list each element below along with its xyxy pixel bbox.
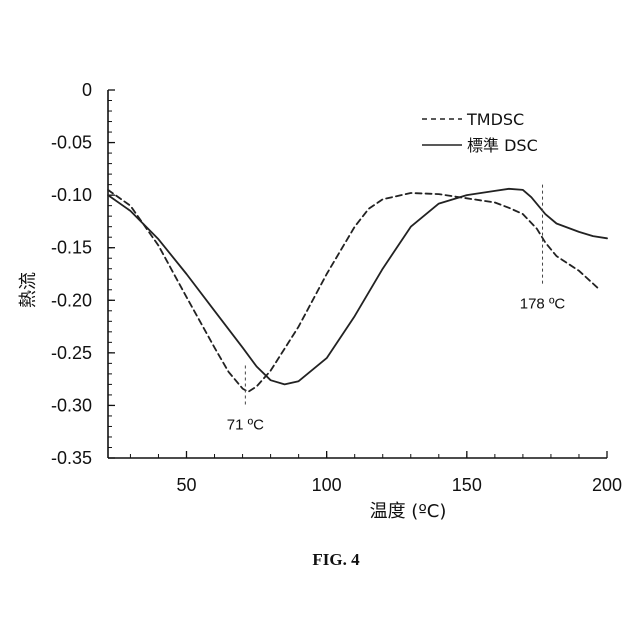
series-line-tmdsc xyxy=(108,190,599,392)
y-tick-label: -0.20 xyxy=(51,290,92,310)
x-tick-label: 100 xyxy=(312,475,342,495)
y-tick-label: -0.25 xyxy=(51,343,92,363)
x-tick-label: 150 xyxy=(452,475,482,495)
legend: TMDSC 標準 DSC xyxy=(422,110,538,155)
series-lines xyxy=(108,189,607,392)
y-tick-label: -0.30 xyxy=(51,395,92,415)
y-tick-label: -0.35 xyxy=(51,448,92,468)
y-tick-label: -0.05 xyxy=(51,133,92,153)
annotation-label-71: 71 ºC xyxy=(227,416,264,433)
series-line-standard-dsc xyxy=(108,189,607,385)
annotation-label-178: 178 ºC xyxy=(520,296,566,313)
y-tick-label: -0.10 xyxy=(51,185,92,205)
x-tick-label: 200 xyxy=(592,475,622,495)
y-tick-label: 0 xyxy=(82,80,92,100)
legend-label-tmdsc: TMDSC xyxy=(466,110,524,129)
y-axis-title: 熱流 xyxy=(18,272,39,308)
y-tick-label: -0.15 xyxy=(51,238,92,258)
x-axis-title: 温度 (ºC) xyxy=(370,501,447,522)
annotations: 71 ºC 178 ºC xyxy=(227,185,566,434)
figure-caption: FIG. 4 xyxy=(312,550,360,569)
legend-label-standard-dsc: 標準 DSC xyxy=(467,136,538,155)
x-tick-label: 50 xyxy=(176,475,196,495)
